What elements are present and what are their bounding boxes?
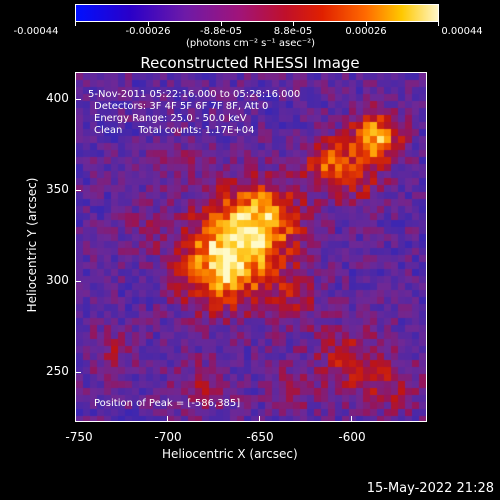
- x-tick-mark: [351, 416, 352, 422]
- y-tick-mark: [75, 99, 81, 100]
- image-plot-area: 5-Nov-2011 05:22:16.000 to 05:28:16.000 …: [75, 72, 427, 422]
- colorbar-tick-mark: [293, 22, 294, 26]
- colorbar-units: (photons cm⁻² s⁻¹ asec⁻²): [186, 38, 316, 49]
- x-axis-label: Heliocentric X (arcsec): [162, 447, 298, 461]
- colorbar-tick-label: -0.00026: [125, 26, 171, 37]
- x-tick-label: -600: [338, 430, 366, 444]
- colorbar: [75, 4, 439, 22]
- x-tick-label: -650: [246, 430, 274, 444]
- y-axis-label: Heliocentric Y (arcsec): [25, 177, 39, 313]
- colorbar-tick-label: -0.00044: [13, 26, 59, 37]
- colorbar-tick-label: 0.00044: [441, 26, 483, 37]
- y-tick-mark: [75, 372, 81, 373]
- colorbar-tick-mark: [438, 22, 439, 26]
- annotation-peak-position: Position of Peak = [-586,385]: [94, 398, 241, 409]
- y-tick-mark: [75, 281, 81, 282]
- y-tick-mark: [75, 190, 81, 191]
- colorbar-tick-label: 0.00026: [345, 26, 387, 37]
- colorbar-tick-mark: [75, 22, 76, 26]
- y-tick-label: 350: [46, 182, 69, 196]
- annotation-clean-counts: Clean Total counts: 1.17E+04: [94, 125, 255, 136]
- colorbar-tick-mark: [148, 22, 149, 26]
- x-tick-mark: [167, 416, 168, 422]
- x-tick-label: -750: [65, 430, 93, 444]
- annotation-time-range: 5-Nov-2011 05:22:16.000 to 05:28:16.000: [88, 89, 301, 100]
- rhessi-image-heatmap: [76, 73, 426, 421]
- y-tick-label: 400: [46, 91, 69, 105]
- y-tick-label: 300: [46, 273, 69, 287]
- annotation-detectors: Detectors: 3F 4F 5F 6F 7F 8F, Att 0: [94, 101, 269, 112]
- y-tick-label: 250: [46, 364, 69, 378]
- colorbar-tick-mark: [366, 22, 367, 26]
- x-tick-mark: [259, 416, 260, 422]
- x-tick-label: -700: [154, 430, 182, 444]
- annotation-energy-range: Energy Range: 25.0 - 50.0 keV: [94, 113, 247, 124]
- colorbar-tick-label: -8.8e-05: [200, 26, 242, 37]
- colorbar-tick-mark: [221, 22, 222, 26]
- colorbar-tick-label: 8.8e-05: [273, 26, 313, 37]
- x-tick-mark: [75, 416, 76, 422]
- footer-date: 15-May-2022 21:28: [366, 481, 494, 496]
- plot-title: Reconstructed RHESSI Image: [140, 54, 360, 72]
